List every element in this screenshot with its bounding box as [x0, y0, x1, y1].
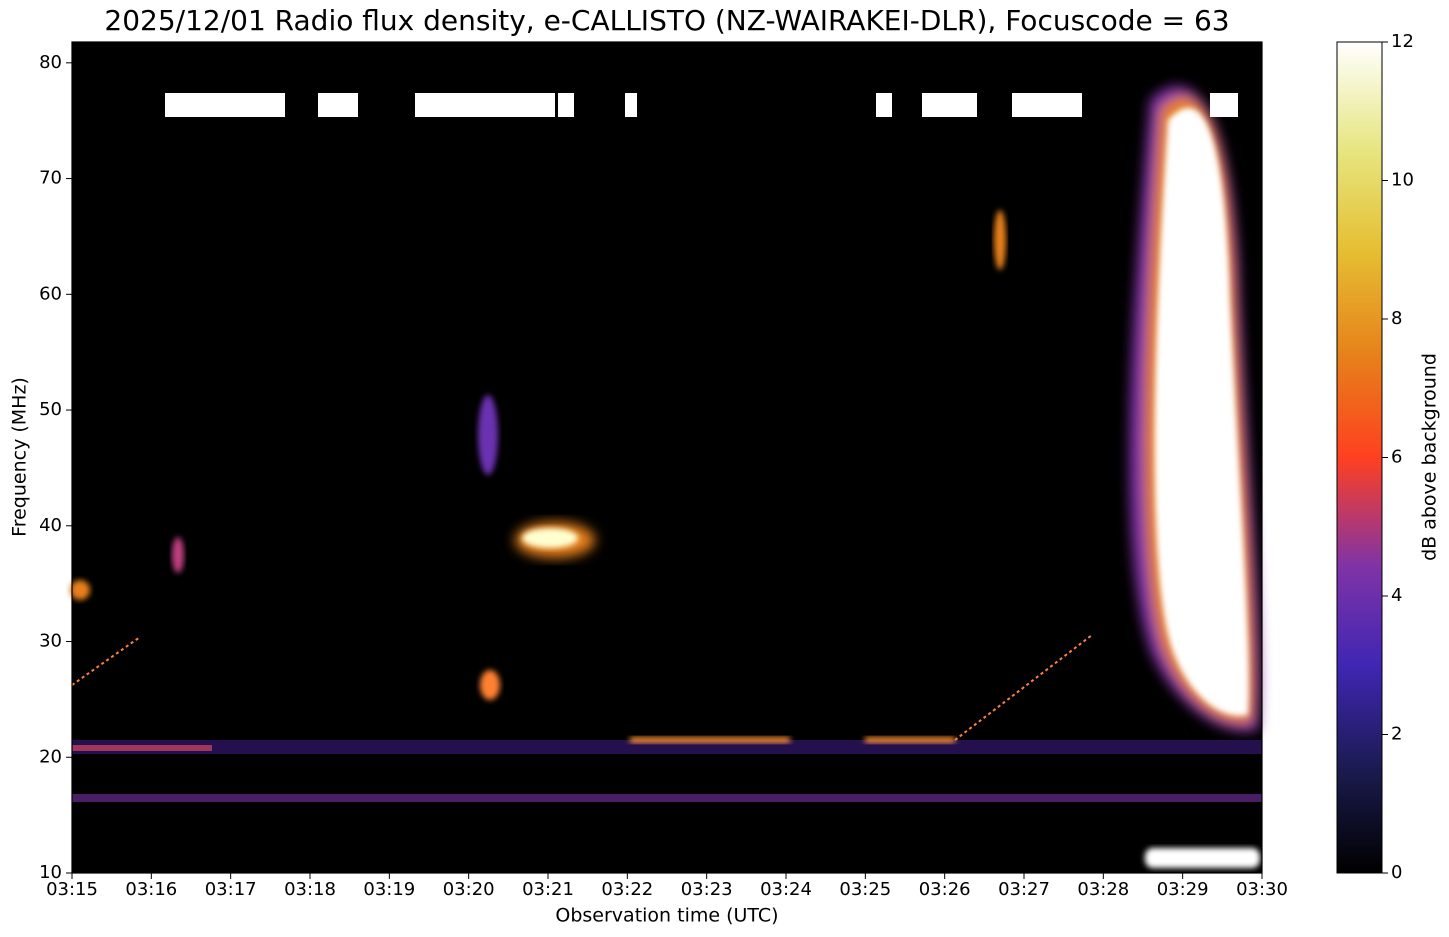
colorbar-label: dB above background [1419, 353, 1441, 561]
y-axis-label: Frequency (MHz) [9, 377, 31, 537]
x-tick-label: 03:23 [681, 879, 733, 900]
x-tick-label: 03:19 [363, 879, 415, 900]
x-tick-label: 03:16 [125, 879, 177, 900]
x-tick-label: 03:25 [839, 879, 891, 900]
colorbar-tick-label: 6 [1391, 447, 1402, 468]
colorbar [1336, 41, 1383, 874]
x-tick-label: 03:18 [284, 879, 336, 900]
x-tick-label: 03:15 [46, 879, 98, 900]
x-tick-label: 03:28 [1077, 879, 1129, 900]
x-tick-label: 03:26 [919, 879, 971, 900]
colorbar-tick-label: 10 [1391, 170, 1414, 191]
plot-area [72, 42, 1262, 873]
x-tick-label: 03:17 [205, 879, 257, 900]
x-tick-label: 03:22 [601, 879, 653, 900]
colorbar-tick-label: 2 [1391, 724, 1402, 745]
y-tick-label: 40 [39, 515, 62, 536]
y-tick-label: 50 [39, 399, 62, 420]
y-tick-label: 60 [39, 283, 62, 304]
colorbar-tick-label: 0 [1391, 862, 1402, 883]
x-tick-label: 03:20 [443, 879, 495, 900]
y-tick-label: 30 [39, 631, 62, 652]
colorbar-tick-label: 4 [1391, 585, 1402, 606]
x-axis-label: Observation time (UTC) [555, 905, 778, 927]
y-tick-label: 70 [39, 168, 62, 189]
spectrogram [70, 86, 1262, 868]
x-tick-label: 03:29 [1157, 879, 1209, 900]
x-tick-label: 03:21 [522, 879, 574, 900]
colorbar-tick-label: 12 [1391, 31, 1414, 52]
y-tick-label: 10 [39, 862, 62, 883]
colorbar-tick-label: 8 [1391, 308, 1402, 329]
plot-frame [71, 41, 1263, 874]
y-tick-label: 20 [39, 746, 62, 767]
x-tick-label: 03:24 [760, 879, 812, 900]
x-tick-label: 03:27 [998, 879, 1050, 900]
y-tick-label: 80 [39, 52, 62, 73]
x-tick-label: 03:30 [1236, 879, 1288, 900]
chart-title: 2025/12/01 Radio flux density, e-CALLIST… [104, 4, 1229, 37]
